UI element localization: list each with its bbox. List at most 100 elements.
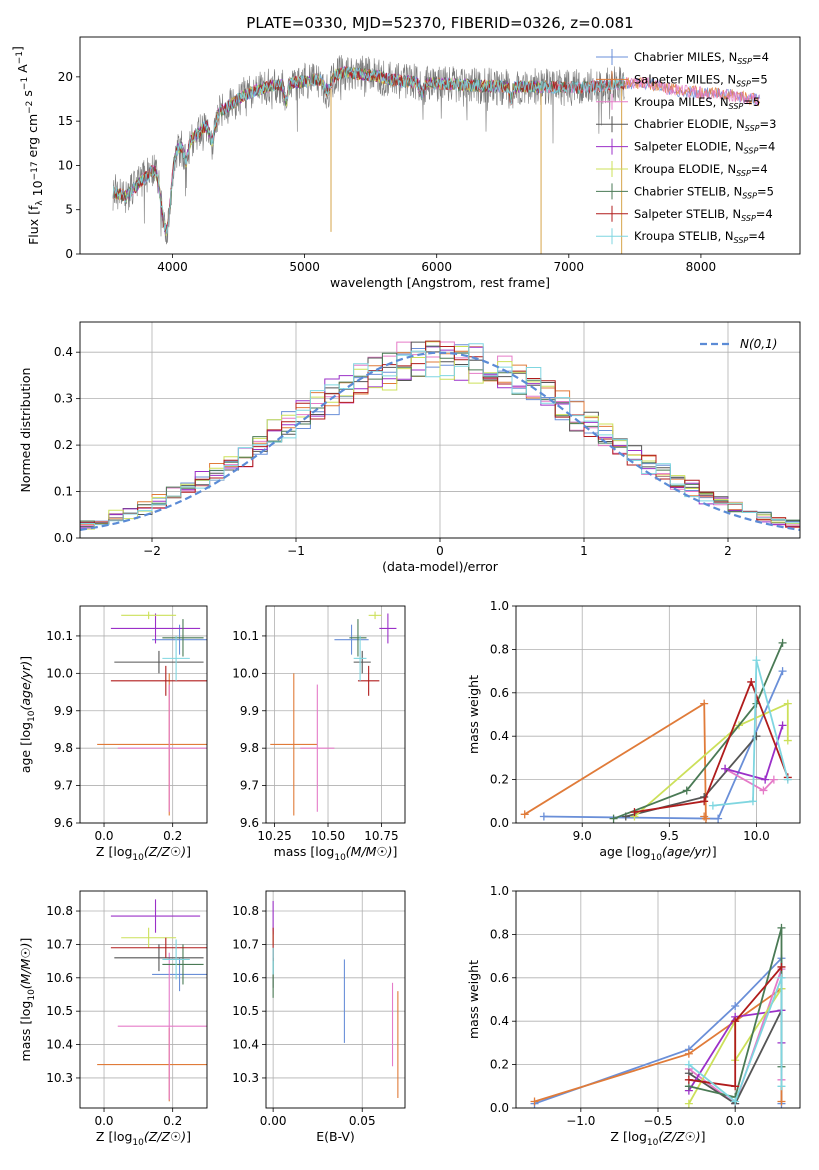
x-tick-label: 0.05 — [349, 1114, 376, 1128]
weight-marker — [700, 812, 709, 821]
weight-marker — [684, 1075, 693, 1084]
x-tick-label: −2 — [143, 544, 161, 558]
legend-label: Kroupa STELIB, NSSP=4 — [634, 229, 765, 245]
x-axis-label: Z [log10(Z/Z☉)] — [610, 1129, 705, 1148]
panel-age_vs_Z: 0.0 0.29.69.79.89.910.010.1Z [log10(Z/Z☉)… — [18, 605, 208, 863]
plot-area — [112, 55, 761, 254]
legend-label: Salpeter ELODIE, NSSP=4 — [634, 140, 775, 156]
legend-model-name: Chabrier MILES, N — [634, 50, 737, 64]
normal-reference-curve — [80, 351, 800, 531]
label-part: −1 — [15, 51, 25, 64]
label-part: −1 — [20, 77, 30, 90]
label-part: l — [455, 559, 458, 574]
weight-marker — [609, 814, 618, 823]
legend-model-name: Chabrier STELIB, N — [634, 184, 742, 198]
label-part: ] — [186, 844, 191, 859]
plot-area — [520, 638, 792, 823]
panel-weight_vs_Z: −1.0 −0.5 0.0 0.0 0.2 0.4 0.6 0.8 1.0 Z [log10(Z/… — [466, 884, 801, 1148]
legend-nssp: =4 — [751, 162, 768, 176]
y-tick-label: 0.3 — [54, 392, 73, 406]
label-part: age [ — [18, 741, 33, 773]
y-tick-label: 0.2 — [54, 438, 73, 452]
y-tick-label: 0.4 — [490, 1014, 509, 1028]
y-axis-label: mass [log10(M/M☉)] — [18, 938, 37, 1062]
label-part: log — [628, 1129, 647, 1144]
weight-marker — [530, 1097, 539, 1106]
legend-sub: SSP — [736, 79, 751, 88]
weight-marker — [752, 656, 761, 665]
legend-label: N(0,1) — [740, 337, 777, 351]
legend-sub: SSP — [729, 102, 744, 111]
errorbar-chabrier-elodie — [353, 650, 371, 674]
legend-sub: SSP — [742, 191, 757, 200]
weight-marker — [682, 786, 691, 795]
y-tick-label: 10.6 — [46, 971, 73, 985]
x-tick-label: 1 — [580, 544, 588, 558]
x-tick-label: 2 — [724, 544, 732, 558]
label-part: ] — [10, 46, 25, 51]
label-part: (age/yr) — [18, 661, 33, 711]
x-axis-label: Z [log10(Z/Z☉)] — [96, 844, 191, 863]
label-part: (M/M☉) — [18, 942, 33, 989]
label-sub: 10 — [647, 1138, 659, 1148]
label-sub: λ — [35, 200, 45, 206]
y-tick-label: 9.9 — [240, 704, 259, 718]
label-part: ] — [393, 844, 398, 859]
y-tick-label: 0.1 — [54, 485, 73, 499]
label-part: A — [15, 64, 30, 77]
label-part: age [ — [599, 844, 631, 859]
label-part: log — [18, 1001, 33, 1020]
label-part: l — [363, 275, 366, 290]
weight-marker — [759, 786, 768, 795]
legend-label: Kroupa ELODIE, NSSP=4 — [634, 162, 768, 178]
legend-label: Chabrier ELODIE, NSSP=3 — [634, 117, 776, 133]
axes-frame — [79, 890, 208, 1109]
y-tick-label: 0.8 — [490, 642, 509, 656]
legend-model-name: Kroupa MILES, N — [634, 95, 729, 109]
errorbar-kroupa-stelib — [162, 635, 190, 681]
label-part: ength [Angstrom, rest — [366, 275, 508, 290]
x-axis-label: mass [log10(M/M☉)] — [274, 844, 398, 863]
y-tick-label: 10.3 — [232, 1071, 259, 1085]
legend-nssp: =4 — [756, 207, 773, 221]
y-tick-label: 0 — [65, 247, 73, 261]
x-tick-label: 4000 — [157, 260, 188, 274]
weight-marker — [783, 736, 792, 745]
legend-label: Kroupa MILES, NSSP=5 — [634, 95, 760, 111]
weight-marker — [721, 764, 730, 773]
axes-frame — [79, 605, 208, 824]
axes-frame — [79, 321, 801, 539]
errorbar-salpeter-stelib — [110, 665, 207, 696]
weight-marker — [777, 973, 786, 982]
panel-residual_hist: −2 −1 0 1 2 0.0 0.1 0.2 0.3 0.4 (data-model)/error… — [18, 321, 801, 574]
label-part: ] — [186, 1129, 191, 1144]
y-tick-label: 10.7 — [46, 937, 73, 951]
x-tick-label: 5000 — [289, 260, 320, 274]
weight-series-chabrier-miles — [539, 667, 787, 823]
weight-marker — [761, 775, 770, 784]
y-tick-label: 10 — [58, 158, 73, 172]
label-part: erg cm — [25, 114, 40, 162]
errorbar-kroupa-stelib — [162, 939, 190, 980]
y-tick-label: 0.6 — [490, 971, 509, 985]
legend-label: Salpeter STELIB, NSSP=4 — [634, 207, 773, 223]
legend-label: Chabrier MILES, NSSP=4 — [634, 50, 769, 66]
weight-series-salpeter-elodie — [721, 721, 787, 784]
legend-sub: SSP — [745, 124, 760, 133]
label-part: F — [26, 238, 41, 245]
legend-sub: SSP — [741, 214, 756, 223]
y-tick-label: 0.4 — [490, 729, 509, 743]
label-part: ux [ — [26, 210, 41, 234]
weight-marker — [778, 638, 787, 647]
label-part: f — [26, 205, 41, 210]
label-part: −17 — [30, 161, 40, 180]
legend-label: Salpeter MILES, NSSP=5 — [634, 72, 768, 88]
label-part: Z [ — [96, 1129, 113, 1144]
panel-age_vs_mass: 10.25 10.50 10.75 9.6 9.7 9.8 9.9 10.0 10.1 mass … — [232, 605, 406, 863]
y-tick-label: 10.8 — [46, 904, 73, 918]
x-tick-label: 10.25 — [257, 829, 291, 843]
errorbar-chabrier-elodie — [114, 650, 204, 674]
errorbar-chabrier-miles — [152, 957, 207, 992]
